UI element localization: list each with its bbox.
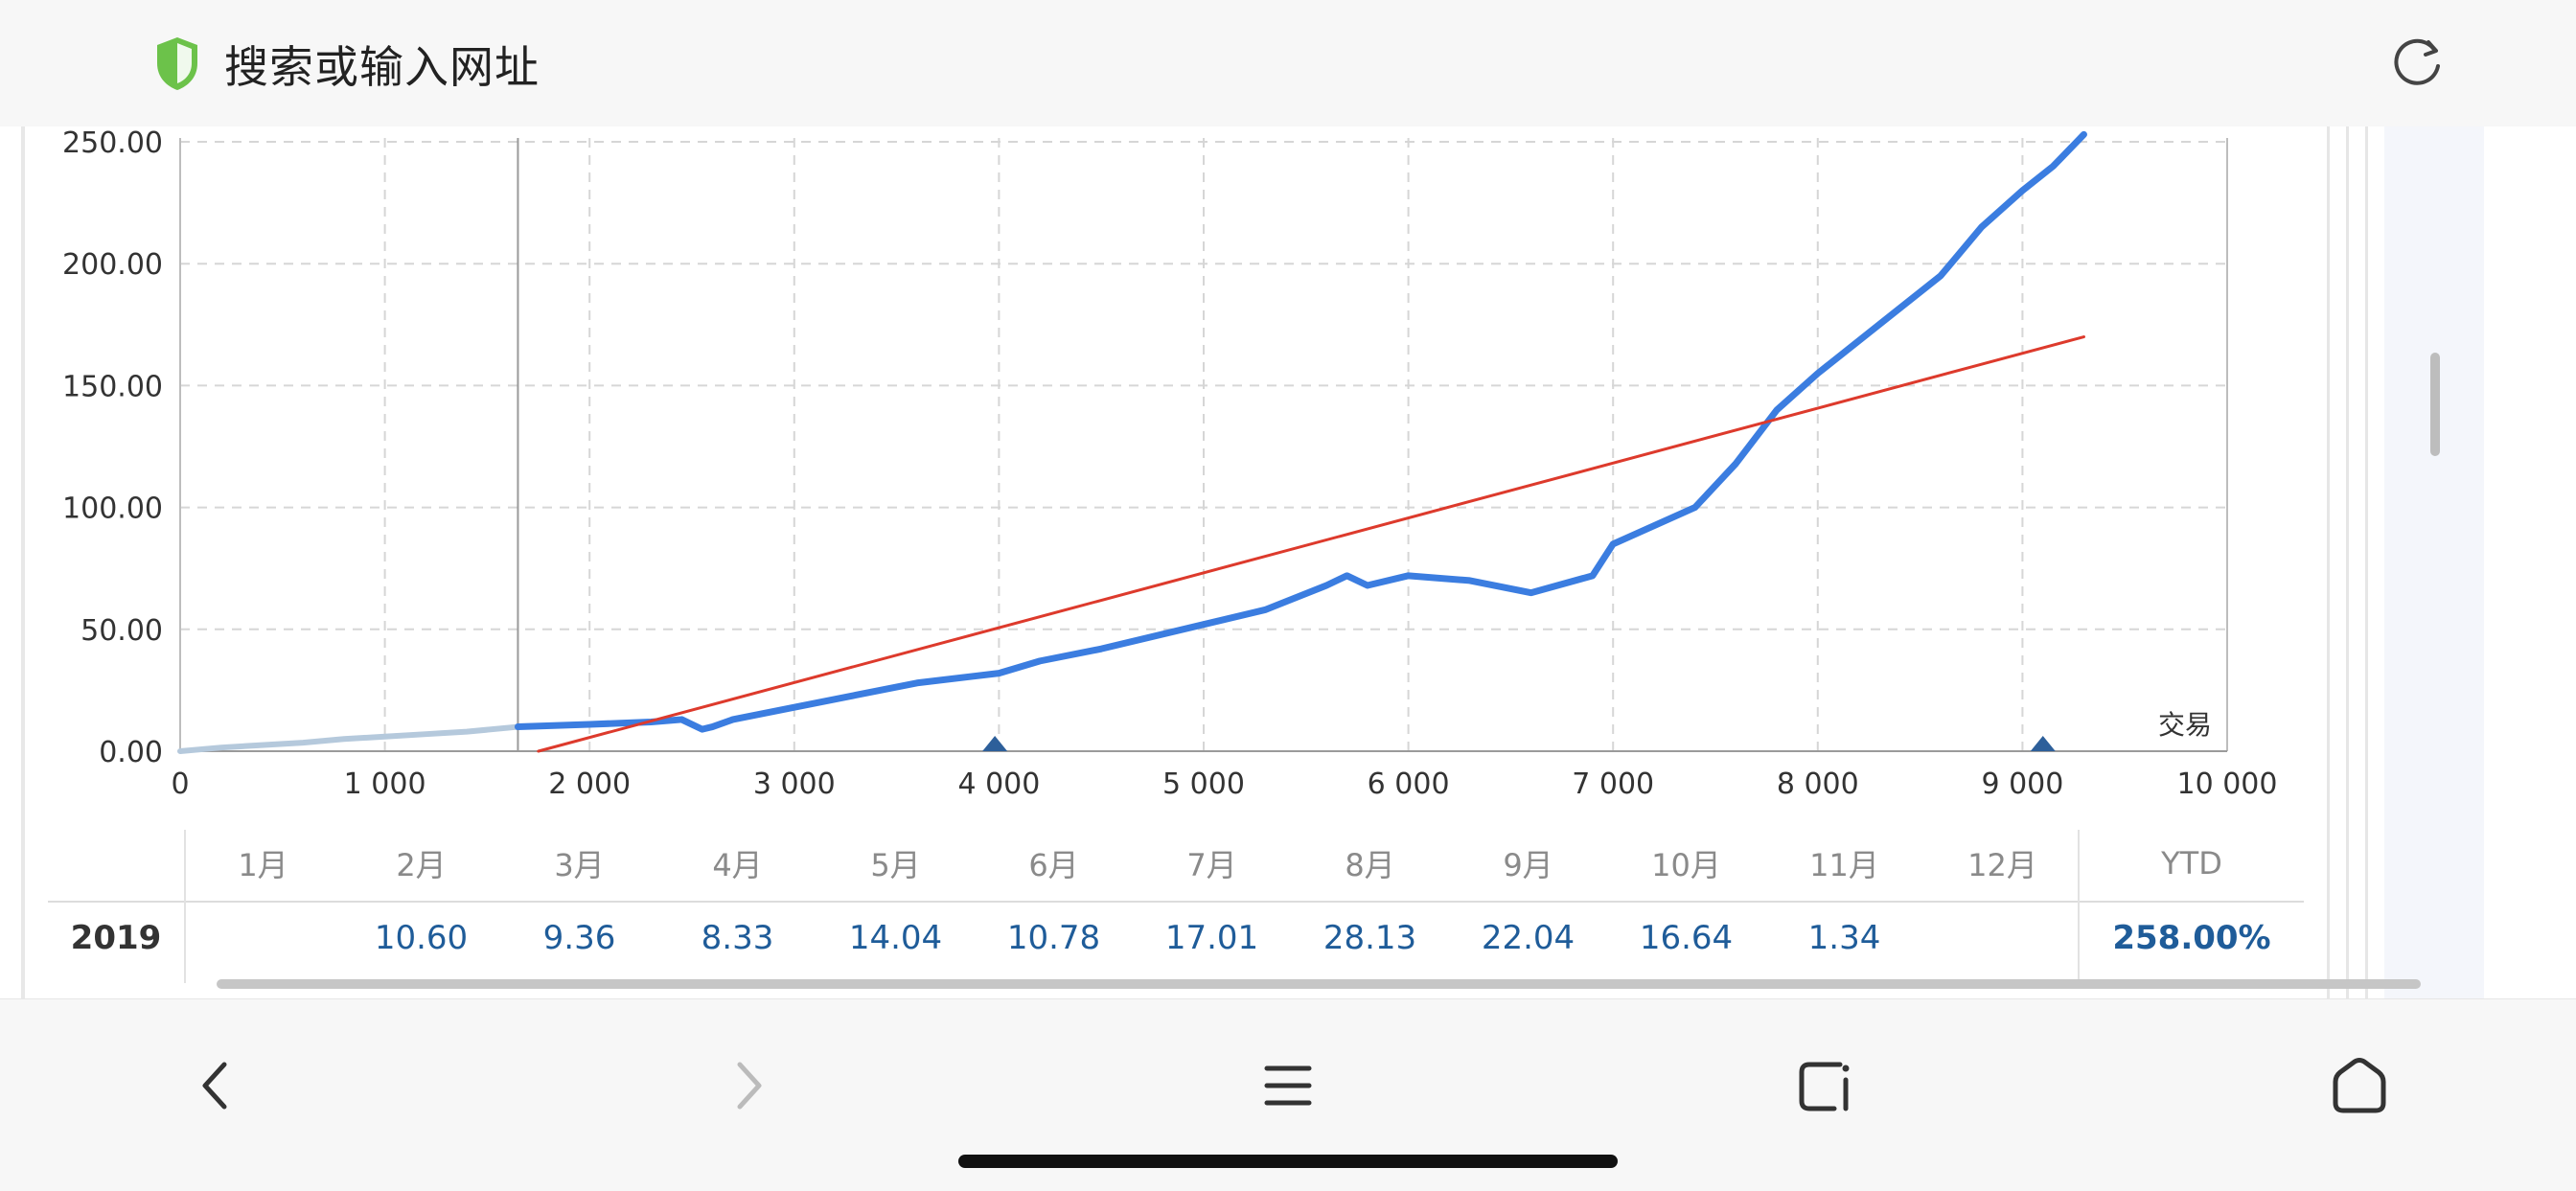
table-header-month: 1月 (238, 847, 288, 883)
table-month-value: 1.34 (1807, 919, 1881, 957)
monthly-returns-table: 2019 YTD 258.00% 1月 2月 10.60 3月 9.36 4月 8.33 5月… (48, 830, 2304, 983)
home-indicator (958, 1155, 1618, 1168)
balance-series-line (514, 130, 2087, 733)
back-button[interactable] (167, 1038, 263, 1134)
table-header-ytd: YTD (2161, 845, 2222, 882)
x-tick-label: 4 000 (957, 767, 1040, 801)
home-button[interactable] (2312, 1038, 2407, 1134)
x-tick-label: 6 000 (1368, 767, 1450, 801)
x-tick-label: 8 000 (1777, 767, 1859, 801)
chevron-right-icon (737, 1062, 762, 1110)
chart-grid (180, 138, 2227, 751)
table-month-value: 9.36 (542, 919, 616, 957)
reload-icon[interactable] (2390, 34, 2446, 90)
x-tick-label: 1 000 (344, 767, 426, 801)
table-header-month: 7月 (1186, 847, 1237, 883)
table-year-cell: 2019 (70, 919, 162, 957)
page-content (0, 126, 2576, 998)
table-month-value (1923, 905, 2082, 972)
page-left-border (21, 126, 25, 998)
table-month-value: 8.33 (701, 919, 774, 957)
home-icon (2333, 1058, 2386, 1113)
table-month-value: 17.01 (1164, 919, 1259, 957)
deposit-marker (2030, 736, 2056, 751)
table-header-month: 4月 (712, 847, 763, 883)
column-divider (2346, 126, 2349, 998)
horizontal-scrollbar[interactable] (217, 979, 2421, 989)
table-month-value: 16.64 (1639, 919, 1734, 957)
table-header-month: 11月 (1809, 847, 1879, 883)
table-header-month: 6月 (1028, 847, 1079, 883)
table-month-value: 28.13 (1322, 919, 1417, 957)
history-series-line (177, 723, 521, 754)
table-header-month: 12月 (1967, 847, 2037, 883)
table-header-divider (48, 901, 2304, 903)
vertical-scrollbar[interactable] (2430, 353, 2440, 456)
y-tick-label: 50.00 (80, 614, 163, 648)
forward-button[interactable] (702, 1038, 797, 1134)
table-month-value: 10.60 (374, 919, 469, 957)
table-month-value: 10.78 (1006, 919, 1101, 957)
chart-corner-label: 交易 (2158, 709, 2212, 741)
shield-check-icon (157, 37, 197, 90)
table-header-month: 3月 (554, 847, 605, 883)
balance-chart: 0.00 50.00 100.00 150.00 200.00 250.00 0 1 000 2… (62, 126, 2277, 801)
y-tick-label: 0.00 (99, 736, 163, 769)
x-tick-label: 2 000 (548, 767, 631, 801)
y-tick-label: 100.00 (62, 492, 163, 526)
deposit-marker (982, 736, 1008, 751)
table-header-month: 10月 (1651, 847, 1721, 883)
x-tick-label: 3 000 (753, 767, 836, 801)
table-month-value (184, 905, 342, 972)
table-header-month: 2月 (396, 847, 447, 883)
table-ytd-value: 258.00% (2112, 919, 2271, 957)
x-tick-label: 7 000 (1572, 767, 1654, 801)
table-month-value: 14.04 (848, 919, 943, 957)
y-tick-label: 250.00 (62, 126, 163, 160)
chart-axes: 0.00 50.00 100.00 150.00 200.00 250.00 0 1 000 2… (62, 126, 2277, 801)
chevron-left-icon (202, 1062, 227, 1110)
column-divider (2365, 126, 2368, 998)
y-tick-label: 200.00 (62, 248, 163, 282)
x-tick-label: 10 000 (2177, 767, 2278, 801)
x-tick-label: 5 000 (1162, 767, 1245, 801)
table-year-divider (184, 830, 186, 983)
chart-series (177, 130, 2087, 754)
right-gutter (2384, 126, 2484, 998)
address-input[interactable]: 搜索或输入网址 (224, 41, 540, 93)
menu-button[interactable] (1240, 1038, 1336, 1134)
table-header-month: 5月 (870, 847, 921, 883)
table-header-month: 8月 (1345, 847, 1395, 883)
x-tick-label: 9 000 (1981, 767, 2063, 801)
tabs-button[interactable] (1777, 1038, 1873, 1134)
chart-markers (982, 736, 2056, 751)
column-divider (2327, 126, 2330, 998)
tabs-icon (1799, 1062, 1850, 1111)
x-tick-label: 0 (171, 767, 189, 801)
table-header-month: 9月 (1503, 847, 1553, 883)
table-month-value: 22.04 (1481, 919, 1576, 957)
trend-line (537, 335, 2085, 753)
menu-icon (1264, 1065, 1312, 1106)
table-ytd-divider (2078, 830, 2080, 983)
y-tick-label: 150.00 (62, 370, 163, 403)
address-bar[interactable]: 搜索或输入网址 (0, 0, 2576, 126)
browser-toolbar (0, 998, 2576, 1191)
